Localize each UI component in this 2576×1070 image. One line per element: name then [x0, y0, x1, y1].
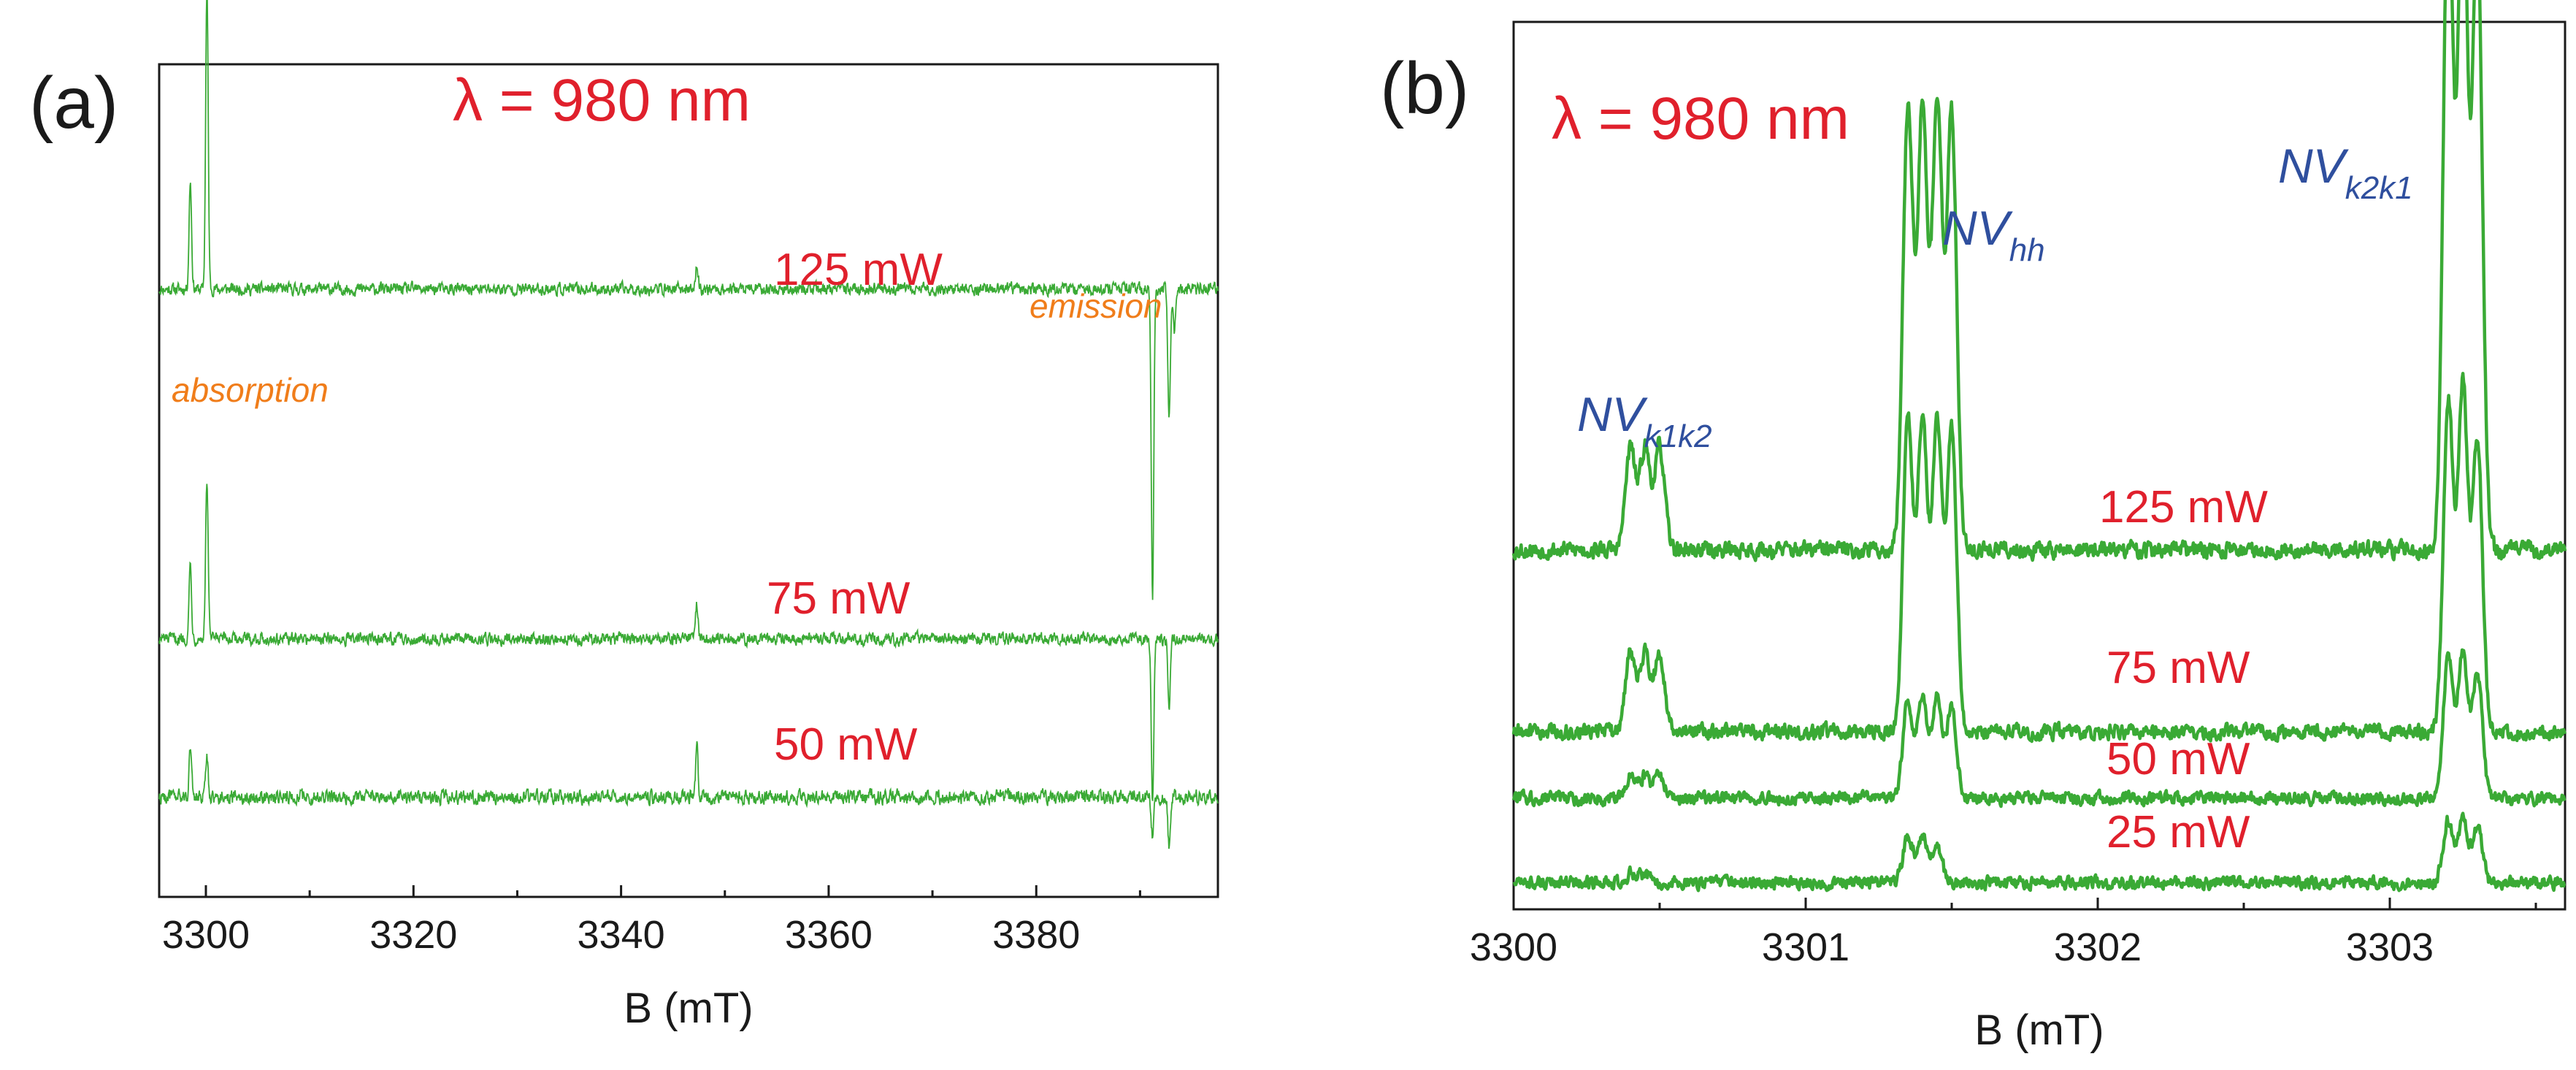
panel-a-wavelength-label: λ = 980 nm [453, 67, 751, 134]
panel-a-power-label-75mw: 75 mW [767, 573, 911, 624]
panel-a-x-tick-label-3340: 3340 [578, 913, 665, 957]
panel-a-trace-50mw [158, 741, 1219, 849]
panel-b-x-axis-label: B (mT) [1974, 1006, 2104, 1054]
nv-hh-base: NV [1942, 201, 2014, 255]
nv-k2k1-label: NVk2k1 [2278, 139, 2413, 206]
panel-b-x-tick-label-3303: 3303 [2346, 925, 2434, 969]
nv-k2k1-base: NV [2278, 139, 2350, 193]
panel-b-x-tick-label-3302: 3302 [2054, 925, 2142, 969]
panel-b-trace-125mw [1511, 0, 2567, 562]
panel-a-x-ticks: 3300 3320 3340 3360 3380 [162, 885, 1141, 957]
panel-a-plot-frame [158, 63, 1219, 898]
panel-a-x-axis-label: B (mT) [624, 985, 753, 1032]
panel-b-trace-25mw [1512, 811, 2567, 893]
panel-b-power-label-25mw: 25 mW [2107, 807, 2250, 857]
panel-b-trace-50mw [1511, 648, 2567, 809]
panel-a: (a) λ = 980 nm 3300 3320 3340 3360 3380 abso… [29, 0, 1219, 1032]
panel-a-trace-125mw [158, 0, 1219, 600]
panel-b-x-ticks: 3300 3301 3302 3303 [1470, 898, 2537, 969]
panel-a-x-tick-label-3380: 3380 [992, 913, 1080, 957]
panel-a-traces [158, 0, 1219, 849]
absorption-annotation: absorption [172, 371, 329, 409]
panel-b-power-label-50mw: 50 mW [2107, 734, 2250, 784]
panel-a-label: (a) [29, 62, 118, 144]
panel-a-x-tick-label-3300: 3300 [162, 913, 250, 957]
panel-b-power-label-75mw: 75 mW [2107, 643, 2250, 693]
panel-b-x-tick-label-3301: 3301 [1762, 925, 1849, 969]
panel-b-x-tick-label-3300: 3300 [1470, 925, 1557, 969]
panel-b-trace-75mw [1511, 372, 2567, 744]
nv-hh-subscript: hh [2009, 232, 2045, 268]
panel-b: (b) λ = 980 nm 3300 3301 3302 3303 NVk1k2 N… [1380, 0, 2567, 1054]
panel-b-plot-frame [1512, 20, 2567, 911]
nv-k1k2-subscript: k1k2 [1644, 419, 1712, 454]
panel-a-power-label-125mw: 125 mW [774, 245, 943, 295]
panel-b-traces [1511, 0, 2567, 893]
panel-a-x-tick-label-3320: 3320 [369, 913, 457, 957]
panel-a-x-tick-label-3360: 3360 [785, 913, 873, 957]
nv-hh-label: NVhh [1942, 201, 2045, 268]
emission-annotation: emission [1030, 287, 1162, 325]
nv-k2k1-subscript: k2k1 [2345, 170, 2413, 206]
panel-a-trace-75mw [158, 484, 1219, 801]
panel-b-label: (b) [1380, 47, 1469, 129]
panel-a-power-label-50mw: 50 mW [774, 719, 918, 770]
nv-k1k2-label: NVk1k2 [1577, 387, 1712, 454]
panel-b-wavelength-label: λ = 980 nm [1552, 85, 1849, 152]
panel-b-power-label-125mw: 125 mW [2099, 482, 2268, 532]
nv-k1k2-base: NV [1577, 387, 1649, 441]
